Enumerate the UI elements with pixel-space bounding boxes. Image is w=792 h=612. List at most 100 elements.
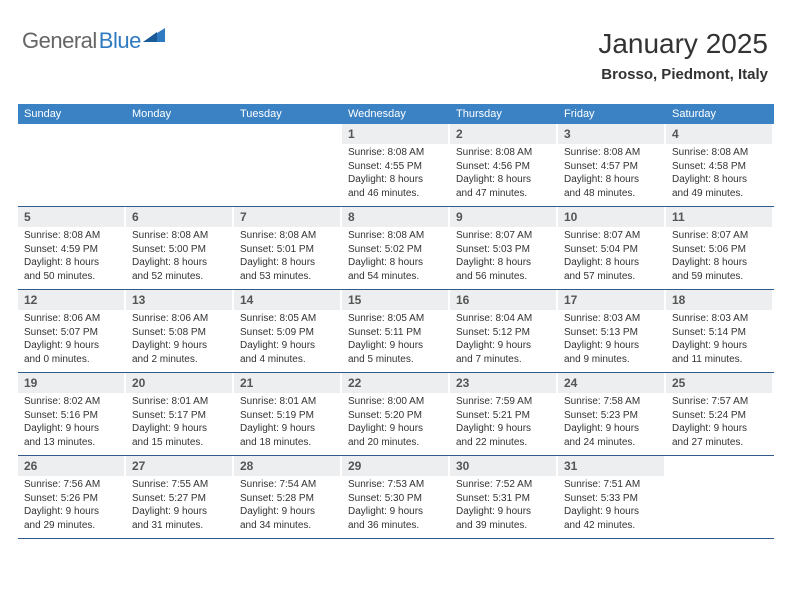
sunset-line: Sunset: 5:27 PM — [132, 492, 232, 506]
sunset-line: Sunset: 5:24 PM — [672, 409, 772, 423]
day-header: Sunday — [18, 104, 126, 124]
day-number: 4 — [666, 124, 772, 144]
calendar-week: 1Sunrise: 8:08 AMSunset: 4:55 PMDaylight… — [18, 124, 774, 207]
sunrise-line: Sunrise: 8:06 AM — [132, 312, 232, 326]
sunrise-line: Sunrise: 8:08 AM — [672, 146, 772, 160]
daylight-line-2: and 50 minutes. — [24, 270, 124, 284]
day-details: Sunrise: 8:08 AMSunset: 4:55 PMDaylight:… — [342, 146, 448, 200]
daylight-line-1: Daylight: 9 hours — [672, 339, 772, 353]
day-cell: 7Sunrise: 8:08 AMSunset: 5:01 PMDaylight… — [234, 207, 342, 289]
day-cell: 27Sunrise: 7:55 AMSunset: 5:27 PMDayligh… — [126, 456, 234, 538]
daylight-line-2: and 29 minutes. — [24, 519, 124, 533]
day-details: Sunrise: 7:53 AMSunset: 5:30 PMDaylight:… — [342, 478, 448, 532]
day-details: Sunrise: 8:05 AMSunset: 5:09 PMDaylight:… — [234, 312, 340, 366]
day-number: 18 — [666, 290, 772, 310]
day-details: Sunrise: 8:08 AMSunset: 5:00 PMDaylight:… — [126, 229, 232, 283]
day-cell — [234, 124, 342, 206]
daylight-line-2: and 4 minutes. — [240, 353, 340, 367]
day-number: 27 — [126, 456, 232, 476]
day-number: 16 — [450, 290, 556, 310]
daylight-line-1: Daylight: 9 hours — [24, 422, 124, 436]
day-details: Sunrise: 8:03 AMSunset: 5:14 PMDaylight:… — [666, 312, 772, 366]
daylight-line-2: and 47 minutes. — [456, 187, 556, 201]
daylight-line-1: Daylight: 9 hours — [24, 339, 124, 353]
daylight-line-2: and 39 minutes. — [456, 519, 556, 533]
day-cell: 13Sunrise: 8:06 AMSunset: 5:08 PMDayligh… — [126, 290, 234, 372]
sunrise-line: Sunrise: 7:51 AM — [564, 478, 664, 492]
daylight-line-2: and 9 minutes. — [564, 353, 664, 367]
day-cell: 12Sunrise: 8:06 AMSunset: 5:07 PMDayligh… — [18, 290, 126, 372]
day-number: 26 — [18, 456, 124, 476]
day-details: Sunrise: 8:07 AMSunset: 5:06 PMDaylight:… — [666, 229, 772, 283]
daylight-line-1: Daylight: 9 hours — [564, 339, 664, 353]
day-number: 21 — [234, 373, 340, 393]
daylight-line-2: and 31 minutes. — [132, 519, 232, 533]
day-cell: 2Sunrise: 8:08 AMSunset: 4:56 PMDaylight… — [450, 124, 558, 206]
sunrise-line: Sunrise: 8:08 AM — [456, 146, 556, 160]
sunrise-line: Sunrise: 8:04 AM — [456, 312, 556, 326]
day-details: Sunrise: 8:07 AMSunset: 5:03 PMDaylight:… — [450, 229, 556, 283]
day-number: 12 — [18, 290, 124, 310]
daylight-line-2: and 49 minutes. — [672, 187, 772, 201]
daylight-line-2: and 56 minutes. — [456, 270, 556, 284]
daylight-line-2: and 42 minutes. — [564, 519, 664, 533]
calendar-body: 1Sunrise: 8:08 AMSunset: 4:55 PMDaylight… — [18, 124, 774, 539]
daylight-line-1: Daylight: 9 hours — [24, 505, 124, 519]
sunset-line: Sunset: 4:56 PM — [456, 160, 556, 174]
day-number: 2 — [450, 124, 556, 144]
sunset-line: Sunset: 5:14 PM — [672, 326, 772, 340]
daylight-line-1: Daylight: 9 hours — [456, 505, 556, 519]
day-details: Sunrise: 8:00 AMSunset: 5:20 PMDaylight:… — [342, 395, 448, 449]
daylight-line-1: Daylight: 8 hours — [672, 173, 772, 187]
sunrise-line: Sunrise: 7:53 AM — [348, 478, 448, 492]
sunset-line: Sunset: 5:26 PM — [24, 492, 124, 506]
logo-triangle-icon — [143, 24, 165, 47]
day-cell: 9Sunrise: 8:07 AMSunset: 5:03 PMDaylight… — [450, 207, 558, 289]
daylight-line-1: Daylight: 9 hours — [132, 505, 232, 519]
sunrise-line: Sunrise: 7:54 AM — [240, 478, 340, 492]
sunrise-line: Sunrise: 7:58 AM — [564, 395, 664, 409]
day-number: 7 — [234, 207, 340, 227]
sunset-line: Sunset: 4:59 PM — [24, 243, 124, 257]
day-details: Sunrise: 8:06 AMSunset: 5:08 PMDaylight:… — [126, 312, 232, 366]
day-header: Friday — [558, 104, 666, 124]
day-cell: 28Sunrise: 7:54 AMSunset: 5:28 PMDayligh… — [234, 456, 342, 538]
day-details: Sunrise: 8:08 AMSunset: 4:58 PMDaylight:… — [666, 146, 772, 200]
day-number: 9 — [450, 207, 556, 227]
day-details: Sunrise: 7:58 AMSunset: 5:23 PMDaylight:… — [558, 395, 664, 449]
sunset-line: Sunset: 5:07 PM — [24, 326, 124, 340]
day-number: 17 — [558, 290, 664, 310]
daylight-line-2: and 18 minutes. — [240, 436, 340, 450]
daylight-line-1: Daylight: 9 hours — [348, 422, 448, 436]
day-cell: 6Sunrise: 8:08 AMSunset: 5:00 PMDaylight… — [126, 207, 234, 289]
day-cell: 5Sunrise: 8:08 AMSunset: 4:59 PMDaylight… — [18, 207, 126, 289]
sunset-line: Sunset: 5:21 PM — [456, 409, 556, 423]
day-cell: 26Sunrise: 7:56 AMSunset: 5:26 PMDayligh… — [18, 456, 126, 538]
day-details: Sunrise: 7:51 AMSunset: 5:33 PMDaylight:… — [558, 478, 664, 532]
sunrise-line: Sunrise: 8:08 AM — [564, 146, 664, 160]
day-number: 24 — [558, 373, 664, 393]
day-details: Sunrise: 8:08 AMSunset: 4:57 PMDaylight:… — [558, 146, 664, 200]
calendar-week: 19Sunrise: 8:02 AMSunset: 5:16 PMDayligh… — [18, 373, 774, 456]
daylight-line-2: and 15 minutes. — [132, 436, 232, 450]
sunset-line: Sunset: 5:11 PM — [348, 326, 448, 340]
day-number: 5 — [18, 207, 124, 227]
day-cell: 10Sunrise: 8:07 AMSunset: 5:04 PMDayligh… — [558, 207, 666, 289]
day-number: 20 — [126, 373, 232, 393]
day-cell: 8Sunrise: 8:08 AMSunset: 5:02 PMDaylight… — [342, 207, 450, 289]
sunset-line: Sunset: 5:23 PM — [564, 409, 664, 423]
daylight-line-1: Daylight: 8 hours — [564, 173, 664, 187]
day-cell — [18, 124, 126, 206]
day-details: Sunrise: 7:54 AMSunset: 5:28 PMDaylight:… — [234, 478, 340, 532]
day-number: 13 — [126, 290, 232, 310]
day-number: 15 — [342, 290, 448, 310]
sunrise-line: Sunrise: 7:57 AM — [672, 395, 772, 409]
day-header: Tuesday — [234, 104, 342, 124]
day-number: 23 — [450, 373, 556, 393]
day-number: 11 — [666, 207, 772, 227]
sunrise-line: Sunrise: 8:08 AM — [348, 146, 448, 160]
day-details: Sunrise: 8:08 AMSunset: 5:01 PMDaylight:… — [234, 229, 340, 283]
day-details: Sunrise: 8:01 AMSunset: 5:17 PMDaylight:… — [126, 395, 232, 449]
calendar-week: 26Sunrise: 7:56 AMSunset: 5:26 PMDayligh… — [18, 456, 774, 539]
day-cell: 29Sunrise: 7:53 AMSunset: 5:30 PMDayligh… — [342, 456, 450, 538]
